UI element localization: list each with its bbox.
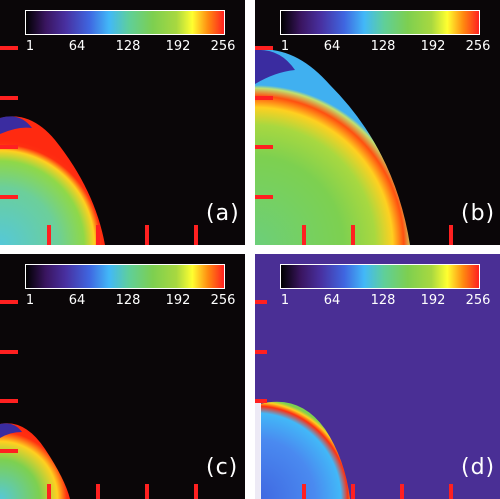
colorbar-tick: 256 — [210, 293, 236, 308]
colorbar — [25, 10, 225, 35]
colorbar — [280, 264, 480, 289]
colorbar-tick: 192 — [420, 39, 446, 54]
colorbar-tick: 192 — [165, 39, 191, 54]
plume-image-c — [0, 300, 198, 499]
colorbar-tick: 128 — [370, 293, 396, 308]
colorbar-tick-labels: 1 64 128 192 256 — [280, 293, 491, 308]
panel-b: 1 64 128 192 256 (b) — [255, 0, 500, 245]
panel-label: (b) — [461, 201, 496, 226]
colorbar-tick: 64 — [68, 293, 86, 308]
colorbar-tick: 256 — [465, 39, 491, 54]
panel-label: (c) — [206, 455, 239, 480]
colorbar-tick: 1 — [280, 293, 290, 308]
colorbar-tick: 192 — [165, 293, 191, 308]
colorbar-tick: 128 — [115, 39, 141, 54]
plume-image-d — [255, 300, 453, 499]
colorbar-tick-labels: 1 64 128 192 256 — [25, 39, 236, 54]
plume-image-a — [0, 46, 198, 245]
panel-d: 1 64 128 192 256 (d) — [255, 254, 500, 499]
colorbar-tick: 1 — [25, 293, 35, 308]
panel-label: (a) — [206, 201, 240, 226]
axis-tick-marks — [0, 46, 198, 245]
colorbar-tick: 64 — [323, 293, 341, 308]
colorbar-tick: 256 — [465, 293, 491, 308]
panel-c: 1 64 128 192 256 (c) — [0, 254, 245, 499]
colorbar-tick-labels: 1 64 128 192 256 — [25, 293, 236, 308]
colorbar-tick: 64 — [323, 39, 341, 54]
colorbar-tick: 256 — [210, 39, 236, 54]
colorbar-tick-labels: 1 64 128 192 256 — [280, 39, 491, 54]
colorbar — [280, 10, 480, 35]
colorbar-tick: 128 — [370, 39, 396, 54]
colorbar-tick: 64 — [68, 39, 86, 54]
plume-image-b — [255, 46, 453, 245]
panel-a: 1 64 128 192 256 (a) — [0, 0, 245, 245]
colorbar-tick: 128 — [115, 293, 141, 308]
panel-label: (d) — [461, 455, 496, 480]
colorbar-tick: 1 — [25, 39, 35, 54]
colorbar-tick: 1 — [280, 39, 290, 54]
colorbar-tick: 192 — [420, 293, 446, 308]
colorbar — [25, 264, 225, 289]
